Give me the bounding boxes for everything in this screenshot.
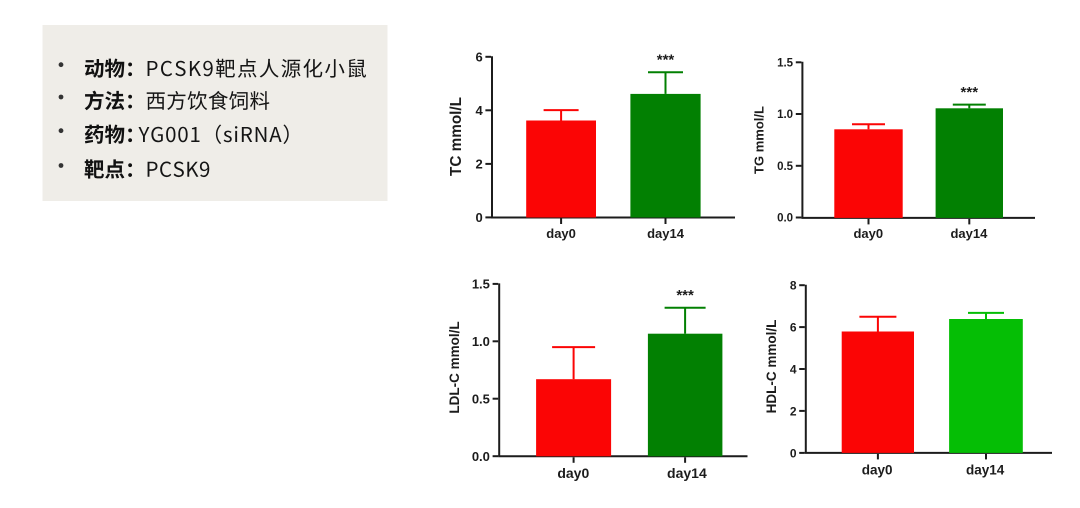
svg-text:1.5: 1.5 — [472, 277, 490, 292]
svg-text:6: 6 — [475, 50, 482, 65]
svg-text:0.0: 0.0 — [472, 449, 490, 464]
svg-text:day14: day14 — [647, 226, 685, 241]
svg-text:0.0: 0.0 — [777, 213, 793, 225]
svg-text:day14: day14 — [667, 465, 707, 481]
svg-text:1.0: 1.0 — [472, 334, 490, 349]
svg-text:day0: day0 — [853, 226, 883, 241]
svg-text:0: 0 — [790, 446, 797, 460]
svg-text:***: *** — [657, 52, 675, 69]
svg-text:day0: day0 — [546, 226, 576, 241]
svg-text:1.5: 1.5 — [777, 58, 794, 70]
svg-text:TG mmol/L: TG mmol/L — [752, 106, 767, 174]
svg-text:2: 2 — [475, 157, 482, 172]
svg-text:0.5: 0.5 — [777, 161, 794, 173]
svg-text:LDL-C mmol/L: LDL-C mmol/L — [447, 321, 462, 413]
svg-text:HDL-C mmol/L: HDL-C mmol/L — [764, 320, 779, 414]
svg-text:0.5: 0.5 — [472, 392, 490, 407]
svg-text:0: 0 — [475, 210, 482, 225]
svg-text:1.0: 1.0 — [777, 109, 793, 121]
svg-text:TC mmol/L: TC mmol/L — [448, 97, 465, 176]
svg-text:day0: day0 — [862, 463, 893, 478]
svg-text:day0: day0 — [557, 465, 589, 481]
svg-text:8: 8 — [790, 279, 797, 293]
svg-text:6: 6 — [790, 321, 797, 335]
svg-text:day14: day14 — [966, 463, 1005, 478]
svg-text:day14: day14 — [950, 226, 988, 241]
svg-text:***: *** — [961, 84, 979, 101]
svg-text:2: 2 — [790, 404, 797, 418]
svg-text:4: 4 — [790, 362, 797, 376]
svg-text:***: *** — [676, 287, 694, 304]
svg-text:4: 4 — [475, 103, 483, 118]
